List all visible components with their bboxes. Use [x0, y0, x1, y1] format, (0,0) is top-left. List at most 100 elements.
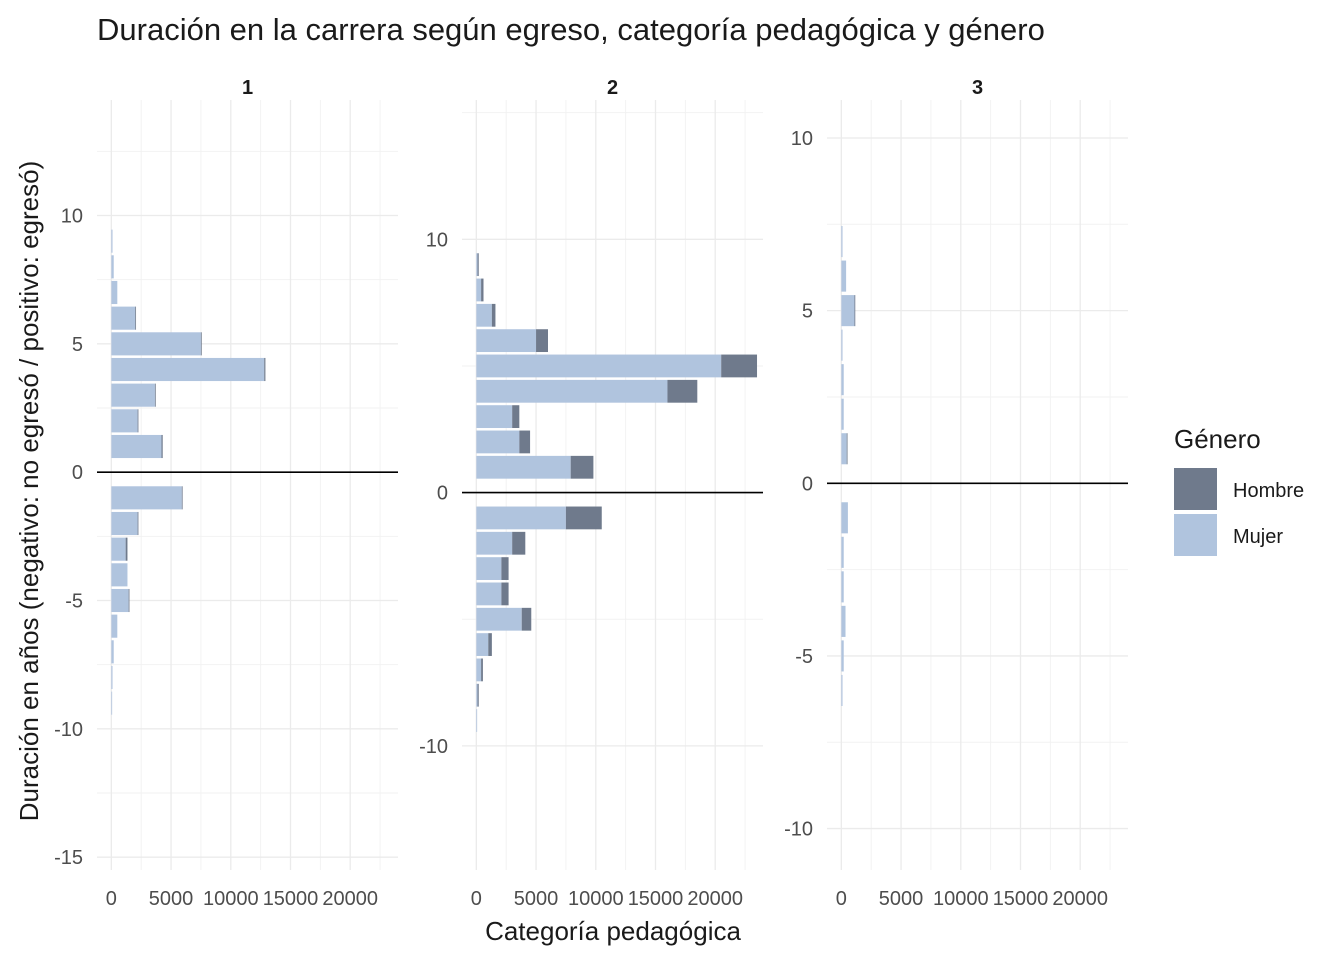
- bar-mujer: [111, 434, 162, 459]
- bar-mujer: [476, 582, 502, 606]
- y-tick-label: 0: [72, 462, 83, 484]
- bar-mujer: [111, 306, 136, 330]
- bar-mujer: [841, 502, 848, 534]
- legend-key-mujer: [1174, 514, 1217, 556]
- bar-hombre: [481, 658, 483, 682]
- x-tick-label: 10000: [933, 888, 989, 910]
- bar-mujer: [476, 557, 502, 580]
- x-tick-label: 20000: [322, 888, 378, 910]
- panel-3: 0 5000 10000 15000 20000 -10 -5 0 5 10 3: [784, 77, 1128, 910]
- bar-hombre: [481, 278, 484, 302]
- bar-mujer: [841, 674, 843, 706]
- bar-hombre: [512, 531, 526, 555]
- bar-mujer: [476, 303, 492, 327]
- x-tick-label: 5000: [514, 888, 559, 910]
- bar-hombre: [519, 430, 531, 454]
- bar-mujer: [476, 709, 478, 732]
- panel-2: 0 5000 10000 15000 20000 -10 0 10 2: [419, 77, 763, 910]
- bar-mujer: [841, 433, 847, 465]
- bar-mujer: [476, 278, 482, 302]
- y-tick-label: -10: [784, 819, 813, 841]
- bar-mujer: [111, 229, 113, 253]
- bar-hombre: [264, 357, 266, 382]
- panel-1: 0 5000 10000 15000 20000 -15 -10 -5 0 5 10 1: [54, 77, 398, 910]
- bar-mujer: [476, 329, 537, 353]
- bar-mujer: [476, 379, 668, 403]
- bar-hombre: [721, 354, 758, 378]
- facet-label: 3: [972, 77, 983, 99]
- bar-hombre: [181, 486, 183, 510]
- y-tick-label: 10: [61, 206, 83, 228]
- bar-hombre: [125, 537, 128, 561]
- x-tick-label: 20000: [1052, 888, 1108, 910]
- bar-mujer: [111, 332, 201, 356]
- x-tick-label: 0: [471, 888, 482, 910]
- bar-mujer: [476, 658, 482, 682]
- bar-mujer: [111, 563, 128, 587]
- y-tick-label: -15: [54, 847, 83, 869]
- bar-hombre: [154, 383, 156, 407]
- bar-mujer: [841, 295, 855, 327]
- bar-mujer: [476, 430, 520, 454]
- bar-mujer: [111, 511, 138, 536]
- bar-mujer: [841, 571, 844, 603]
- bar-mujer: [841, 226, 843, 258]
- legend-label-hombre: Hombre: [1233, 480, 1304, 502]
- legend-label-mujer: Mujer: [1233, 526, 1283, 548]
- facet-label: 1: [242, 77, 253, 99]
- bar-mujer: [111, 588, 129, 613]
- bar-hombre: [501, 557, 509, 580]
- bar-mujer: [841, 605, 846, 637]
- y-tick-label: 5: [802, 301, 813, 323]
- bar-mujer: [111, 691, 113, 715]
- bar-mujer: [111, 409, 138, 433]
- legend-title: Género: [1174, 424, 1261, 454]
- y-tick-label: 10: [426, 229, 448, 251]
- bar-mujer: [841, 398, 844, 430]
- y-tick-label: 5: [72, 334, 83, 356]
- bar-mujer: [476, 455, 571, 479]
- x-tick-label: 5000: [149, 888, 194, 910]
- y-tick-label: -10: [419, 736, 448, 758]
- bar-mujer: [476, 405, 513, 429]
- x-tick-label: 10000: [203, 888, 259, 910]
- bar-mujer: [476, 506, 566, 530]
- bar-mujer: [111, 614, 118, 638]
- x-tick-label: 15000: [263, 888, 319, 910]
- bar-hombre: [512, 405, 520, 429]
- x-tick-label: 0: [106, 888, 117, 910]
- chart-title: Duración en la carrera según egreso, cat…: [97, 12, 1045, 47]
- x-tick-label: 0: [836, 888, 847, 910]
- bar-mujer: [111, 665, 113, 690]
- bar-mujer: [111, 537, 126, 561]
- bar-mujer: [111, 640, 114, 664]
- bar-hombre: [854, 295, 856, 327]
- y-tick-label: 0: [437, 483, 448, 505]
- bar-mujer: [476, 253, 478, 277]
- x-axis-title: Categoría pedagógica: [485, 916, 741, 946]
- bar-mujer: [841, 364, 844, 396]
- x-tick-label: 20000: [687, 888, 743, 910]
- y-tick-label: 0: [802, 473, 813, 495]
- bar-hombre: [200, 332, 202, 356]
- bar-hombre: [846, 433, 848, 465]
- bar-hombre: [477, 253, 479, 277]
- bar-hombre: [491, 303, 496, 327]
- y-tick-label: 10: [791, 128, 813, 150]
- bar-mujer: [476, 633, 489, 656]
- bar-hombre: [536, 329, 548, 353]
- y-axis-title: Duración en años (negativo: no egresó / …: [14, 161, 44, 822]
- bar-hombre: [667, 379, 698, 403]
- x-tick-label: 15000: [628, 888, 684, 910]
- bar-mujer: [841, 536, 844, 568]
- bar-hombre: [128, 588, 130, 613]
- y-tick-label: -10: [54, 719, 83, 741]
- bar-mujer: [841, 260, 847, 292]
- bar-mujer: [841, 640, 844, 672]
- bar-mujer: [111, 255, 114, 279]
- bar-hombre: [521, 607, 532, 631]
- y-tick-label: -5: [795, 646, 813, 668]
- legend-key-hombre: [1174, 468, 1217, 510]
- facet-label: 2: [607, 77, 618, 99]
